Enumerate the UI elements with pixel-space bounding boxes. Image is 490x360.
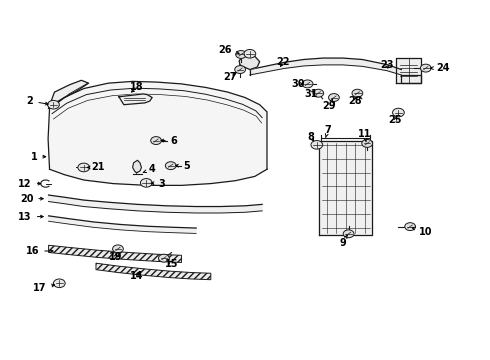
Text: 14: 14 [130, 271, 143, 281]
Circle shape [352, 89, 363, 97]
Circle shape [329, 94, 339, 102]
Circle shape [236, 50, 246, 58]
Text: 10: 10 [412, 227, 433, 237]
Polygon shape [49, 195, 262, 213]
Text: 31: 31 [304, 89, 318, 99]
Circle shape [151, 136, 161, 144]
Circle shape [159, 254, 169, 262]
Text: 25: 25 [389, 115, 402, 125]
Text: 2: 2 [26, 96, 48, 106]
Circle shape [343, 230, 354, 238]
Polygon shape [319, 141, 372, 234]
Circle shape [53, 279, 65, 288]
Circle shape [235, 66, 245, 73]
Text: 21: 21 [87, 162, 105, 172]
Circle shape [165, 162, 176, 170]
Polygon shape [133, 160, 142, 173]
Text: 4: 4 [143, 164, 155, 174]
Text: 20: 20 [20, 194, 43, 204]
Polygon shape [396, 58, 421, 83]
Polygon shape [49, 216, 196, 233]
Text: 17: 17 [33, 283, 54, 293]
Text: 5: 5 [175, 161, 190, 171]
Text: 9: 9 [340, 235, 347, 248]
Polygon shape [119, 94, 152, 105]
Text: 12: 12 [19, 179, 41, 189]
Text: 16: 16 [25, 246, 53, 256]
Circle shape [141, 179, 152, 187]
Circle shape [302, 80, 313, 88]
Text: 11: 11 [358, 129, 371, 142]
Text: 8: 8 [308, 132, 315, 142]
Polygon shape [401, 75, 421, 83]
Text: 24: 24 [430, 63, 450, 73]
Text: 13: 13 [19, 212, 43, 221]
Circle shape [78, 163, 90, 172]
Text: 28: 28 [348, 96, 362, 106]
Text: 15: 15 [165, 258, 178, 269]
Text: 26: 26 [219, 45, 239, 55]
Text: 23: 23 [380, 59, 393, 69]
Circle shape [313, 89, 324, 97]
Circle shape [362, 139, 372, 147]
Circle shape [405, 223, 416, 230]
Circle shape [113, 245, 123, 253]
Text: 3: 3 [151, 179, 165, 189]
Polygon shape [49, 80, 89, 108]
Polygon shape [49, 245, 181, 262]
Text: 6: 6 [161, 136, 177, 145]
Text: 7: 7 [325, 125, 331, 138]
Polygon shape [96, 263, 211, 280]
Polygon shape [239, 54, 260, 69]
Polygon shape [49, 81, 267, 185]
Text: 22: 22 [276, 57, 290, 67]
Text: 19: 19 [109, 252, 122, 262]
Circle shape [311, 140, 323, 149]
Text: 29: 29 [322, 99, 336, 112]
Text: 30: 30 [291, 79, 304, 89]
Circle shape [392, 108, 404, 117]
Text: 1: 1 [30, 152, 46, 162]
Polygon shape [250, 58, 401, 75]
Circle shape [420, 64, 431, 72]
Circle shape [244, 49, 256, 58]
Circle shape [48, 100, 59, 109]
Text: 27: 27 [223, 72, 237, 82]
Text: 18: 18 [130, 82, 144, 93]
